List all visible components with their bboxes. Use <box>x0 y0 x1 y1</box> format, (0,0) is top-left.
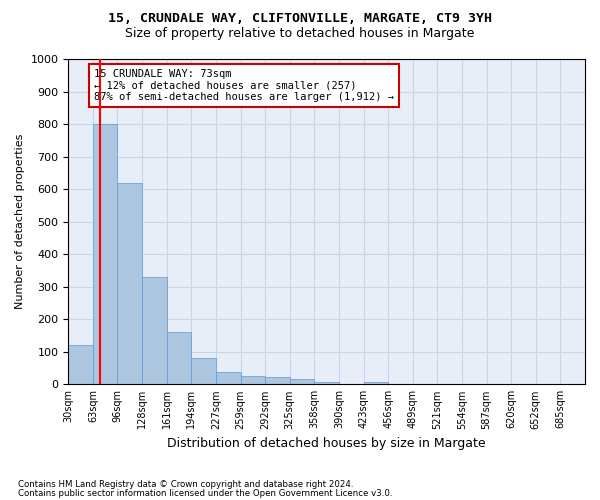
Text: 15 CRUNDALE WAY: 73sqm
← 12% of detached houses are smaller (257)
87% of semi-de: 15 CRUNDALE WAY: 73sqm ← 12% of detached… <box>94 69 394 102</box>
Bar <box>167 332 191 384</box>
Bar <box>216 372 241 384</box>
Text: 15, CRUNDALE WAY, CLIFTONVILLE, MARGATE, CT9 3YH: 15, CRUNDALE WAY, CLIFTONVILLE, MARGATE,… <box>108 12 492 26</box>
Bar <box>364 382 388 384</box>
Bar <box>265 377 290 384</box>
Bar <box>241 376 265 384</box>
Bar <box>314 382 339 384</box>
X-axis label: Distribution of detached houses by size in Margate: Distribution of detached houses by size … <box>167 437 486 450</box>
Bar <box>191 358 216 384</box>
Bar <box>93 124 118 384</box>
Text: Contains HM Land Registry data © Crown copyright and database right 2024.: Contains HM Land Registry data © Crown c… <box>18 480 353 489</box>
Bar <box>142 277 167 384</box>
Bar <box>118 182 142 384</box>
Text: Contains public sector information licensed under the Open Government Licence v3: Contains public sector information licen… <box>18 488 392 498</box>
Y-axis label: Number of detached properties: Number of detached properties <box>15 134 25 310</box>
Bar <box>68 346 93 385</box>
Text: Size of property relative to detached houses in Margate: Size of property relative to detached ho… <box>125 28 475 40</box>
Bar <box>290 380 314 384</box>
